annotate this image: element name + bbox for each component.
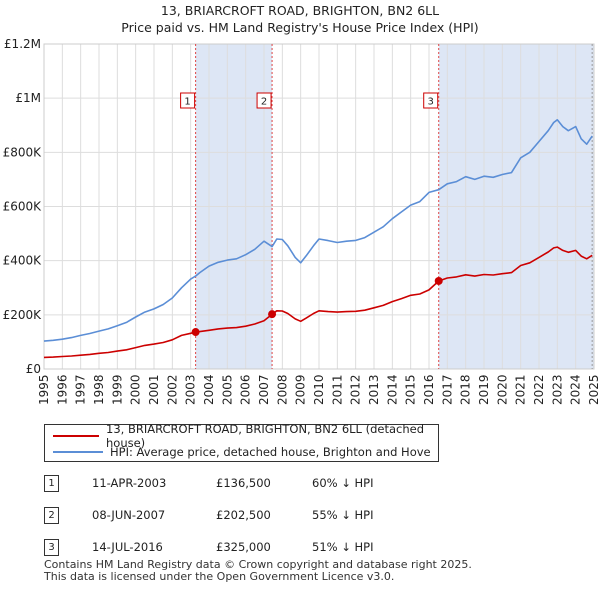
- x-tick-label: 1995: [37, 374, 51, 405]
- x-tick-label: 2019: [477, 374, 491, 405]
- x-tick-label: 2011: [330, 374, 344, 405]
- sale-price: £136,500: [216, 476, 271, 490]
- legend-item-property: 13, BRIARCROFT ROAD, BRIGHTON, BN2 6LL (…: [53, 422, 438, 450]
- plot-area: [43, 43, 595, 370]
- y-tick-label: £400K: [3, 254, 43, 268]
- sale-date: 11-APR-2003: [92, 476, 167, 490]
- y-tick-label: £1.2M: [4, 37, 41, 51]
- footer-notice: Contains HM Land Registry data © Crown c…: [44, 559, 472, 583]
- x-tick-label: 2003: [184, 374, 198, 405]
- x-tick-label: 2015: [404, 374, 418, 405]
- x-tick-label: 1998: [92, 374, 106, 405]
- price-chart: 1 2 3 £0 £200K £400K £600K £800K £1M £1.2M 1995 199…: [3, 3, 600, 405]
- x-tick-label: 2005: [220, 374, 234, 405]
- hpi-series-line: [43, 119, 593, 342]
- x-tick-label: 2021: [514, 374, 528, 405]
- sale-number-badge: 3: [44, 539, 59, 556]
- x-tick-label: 2025: [587, 374, 600, 405]
- sale-label-box: [256, 92, 272, 109]
- table-row: 2 08-JUN-2007 £202,500 55% ↓ HPI: [44, 504, 444, 536]
- sale-label-text: 2: [261, 97, 267, 108]
- sale-point: [268, 310, 277, 319]
- table-row: 1 11-APR-2003 £136,500 60% ↓ HPI: [44, 472, 444, 504]
- table-row: 3 14-JUL-2016 £325,000 51% ↓ HPI: [44, 536, 444, 568]
- transactions-table: 1 11-APR-2003 £136,500 60% ↓ HPI 2 08-JU…: [44, 472, 444, 568]
- chart-legend: 13, BRIARCROFT ROAD, BRIGHTON, BN2 6LL (…: [44, 422, 439, 462]
- chart-subtitle: Price paid vs. HM Land Registry's House …: [121, 20, 478, 35]
- sale-date: 14-JUL-2016: [92, 540, 163, 554]
- sale-price: £202,500: [216, 508, 271, 522]
- x-tick-label: 2016: [422, 374, 436, 405]
- x-tick-label: 2007: [257, 374, 271, 405]
- legend-swatch-hpi: [53, 451, 103, 453]
- x-tick-label: 2009: [294, 374, 308, 405]
- footer-line-1: Contains HM Land Registry data © Crown c…: [44, 558, 472, 571]
- sale-number-badge: 2: [44, 507, 59, 524]
- sale-point: [191, 328, 200, 337]
- sale-label-text: 1: [184, 97, 190, 108]
- legend-swatch-property: [53, 435, 99, 437]
- y-tick-label: £800K: [3, 145, 43, 159]
- chart-title: 13, BRIARCROFT ROAD, BRIGHTON, BN2 6LL: [161, 3, 439, 18]
- x-tick-label: 2020: [495, 374, 509, 405]
- y-tick-label: £0: [26, 362, 41, 376]
- x-tick-label: 2023: [550, 374, 564, 405]
- x-tick-label: 2024: [569, 374, 583, 405]
- x-tick-label: 2010: [312, 374, 326, 405]
- x-tick-label: 1999: [110, 374, 124, 405]
- sale-label-box: [423, 92, 439, 109]
- legend-label-hpi: HPI: Average price, detached house, Brig…: [110, 445, 431, 459]
- x-tick-label: 1996: [55, 374, 69, 405]
- x-tick-label: 2018: [459, 374, 473, 405]
- x-tick-label: 2002: [165, 374, 179, 405]
- sale-number-badge: 1: [44, 475, 59, 492]
- sale-label-text: 3: [428, 97, 434, 108]
- x-tick-label: 2017: [440, 374, 454, 405]
- sale-price: £325,000: [216, 540, 271, 554]
- x-tick-label: 2008: [275, 374, 289, 405]
- sale-date: 08-JUN-2007: [92, 508, 166, 522]
- sale-hpi-diff: 60% ↓ HPI: [312, 476, 374, 490]
- x-tick-label: 2004: [202, 374, 216, 405]
- y-tick-label: £1M: [15, 91, 41, 105]
- footer-line-2: This data is licensed under the Open Gov…: [44, 570, 395, 583]
- property-series-line: [43, 246, 593, 359]
- x-tick-label: 2012: [349, 374, 363, 405]
- x-tick-label: 2022: [532, 374, 546, 405]
- x-tick-label: 2006: [239, 374, 253, 405]
- x-tick-label: 2013: [367, 374, 381, 405]
- x-tick-label: 2000: [129, 374, 143, 405]
- x-tick-label: 2001: [147, 374, 161, 405]
- y-tick-label: £600K: [3, 200, 43, 214]
- legend-item-hpi: HPI: Average price, detached house, Brig…: [53, 444, 431, 460]
- sale-hpi-diff: 55% ↓ HPI: [312, 508, 374, 522]
- sale-label-box: [180, 92, 196, 109]
- x-tick-label: 1997: [74, 374, 88, 405]
- x-tick-label: 2014: [385, 374, 399, 405]
- legend-label-property: 13, BRIARCROFT ROAD, BRIGHTON, BN2 6LL (…: [106, 422, 425, 450]
- sale-point: [434, 276, 443, 285]
- y-tick-label: £200K: [3, 308, 43, 322]
- sale-hpi-diff: 51% ↓ HPI: [312, 540, 374, 554]
